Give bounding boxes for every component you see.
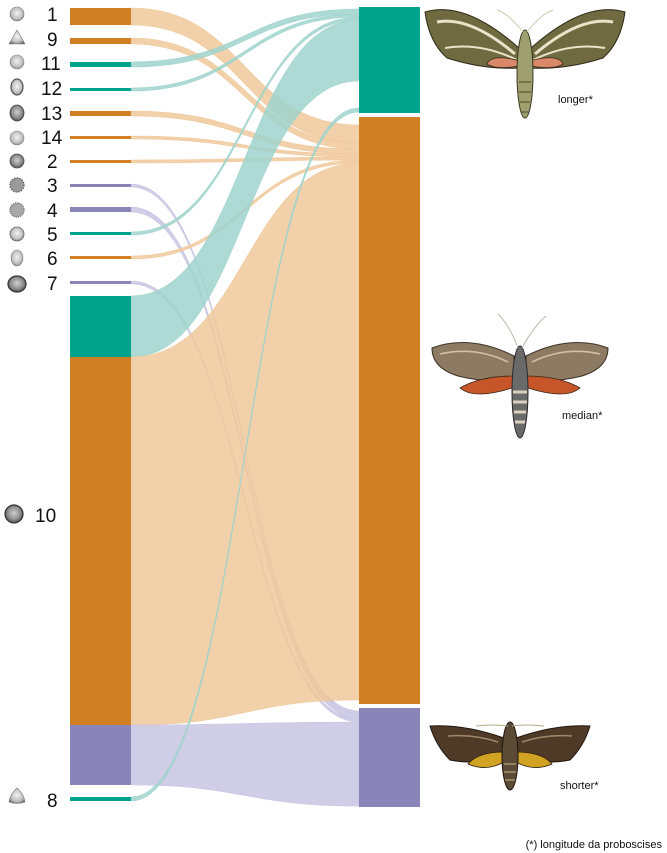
target-median bbox=[359, 117, 420, 704]
source-label-7: 7 bbox=[47, 274, 58, 295]
pollen-grain-11-icon bbox=[9, 54, 25, 70]
node-8 bbox=[70, 797, 131, 801]
flow-10-median bbox=[130, 162, 360, 726]
source-labels: 1 9 11 12 13 14 2 3 4 5 6 7 10 8 bbox=[35, 5, 63, 812]
source-label-1: 1 bbox=[47, 5, 58, 26]
moth-longer-image bbox=[424, 9, 626, 119]
pollen-grain-6-icon bbox=[10, 249, 24, 267]
pollen-grain-7-icon bbox=[7, 275, 27, 293]
pollen-grain-13-icon bbox=[9, 104, 25, 122]
node-5 bbox=[70, 232, 131, 235]
node-6 bbox=[70, 256, 131, 259]
sankey-flows bbox=[130, 7, 360, 807]
target-shorter bbox=[359, 708, 420, 807]
source-nodes bbox=[70, 8, 131, 801]
target-label-shorter: shorter* bbox=[560, 780, 599, 792]
pollen-grain-14-icon bbox=[9, 130, 25, 146]
node-10-orange bbox=[70, 357, 131, 725]
target-label-longer: longer* bbox=[558, 94, 594, 106]
node-4 bbox=[70, 207, 131, 212]
source-label-12: 12 bbox=[41, 79, 62, 100]
node-12 bbox=[70, 88, 131, 91]
source-label-6: 6 bbox=[47, 249, 58, 270]
node-3 bbox=[70, 184, 131, 187]
node-1 bbox=[70, 8, 131, 25]
source-label-2: 2 bbox=[47, 152, 58, 173]
flow-10-shorter bbox=[130, 721, 360, 807]
source-label-11: 11 bbox=[41, 54, 61, 75]
node-14 bbox=[70, 136, 131, 139]
source-label-14: 14 bbox=[41, 128, 63, 149]
source-label-9: 9 bbox=[47, 30, 58, 51]
moth-shorter-image bbox=[429, 721, 591, 791]
pollen-grain-4-icon bbox=[9, 202, 25, 218]
node-10-purple bbox=[70, 725, 131, 785]
pollen-grain-12-icon bbox=[10, 78, 24, 96]
node-13 bbox=[70, 111, 131, 116]
target-longer bbox=[359, 7, 420, 113]
pollen-grain-10-icon bbox=[4, 504, 24, 524]
pollen-grain-8-icon bbox=[8, 787, 26, 804]
pollen-icons bbox=[4, 6, 27, 804]
source-label-13: 13 bbox=[41, 104, 62, 125]
footnote: (*) longitude da proboscises bbox=[526, 839, 663, 851]
pollen-grain-3-icon bbox=[9, 177, 25, 193]
node-10-teal bbox=[70, 296, 131, 357]
pollen-grain-9-icon bbox=[8, 29, 26, 45]
node-9 bbox=[70, 38, 131, 44]
source-label-5: 5 bbox=[47, 225, 58, 246]
moth-median-image bbox=[431, 313, 609, 439]
pollen-grain-2-icon bbox=[9, 153, 25, 169]
source-label-10: 10 bbox=[35, 506, 56, 527]
node-7 bbox=[70, 281, 131, 284]
target-nodes bbox=[359, 7, 420, 807]
source-label-3: 3 bbox=[47, 176, 58, 197]
target-label-median: median* bbox=[562, 410, 603, 422]
pollen-grain-5-icon bbox=[9, 226, 25, 242]
source-label-8: 8 bbox=[47, 791, 58, 812]
source-label-4: 4 bbox=[47, 201, 58, 222]
node-11 bbox=[70, 62, 131, 67]
node-2 bbox=[70, 160, 131, 163]
pollen-grain-1-icon bbox=[9, 6, 25, 22]
